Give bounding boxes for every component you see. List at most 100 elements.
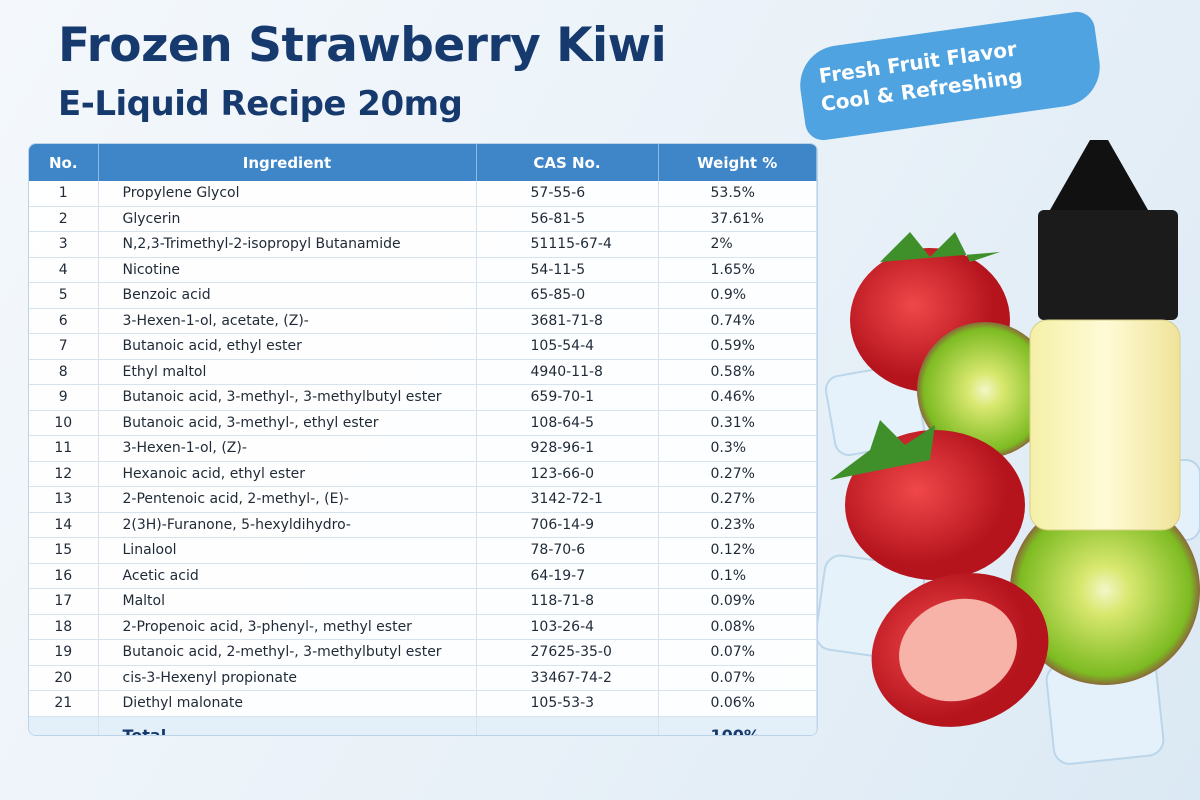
table-cell: 0.07% <box>658 665 817 691</box>
table-cell: Hexanoic acid, ethyl ester <box>98 461 477 487</box>
table-cell: Nicotine <box>98 257 477 283</box>
table-cell: Linalool <box>98 537 477 564</box>
table-cell: 15 <box>29 537 99 564</box>
table-cell: 16 <box>29 563 99 589</box>
table-cell: 108-64-5 <box>476 410 659 436</box>
table-cell: Maltol <box>98 588 477 615</box>
table-cell: Butanoic acid, ethyl ester <box>98 333 477 360</box>
table-cell: 659-70-1 <box>476 384 659 411</box>
table-cell: 103-26-4 <box>476 614 659 640</box>
table-row: 16 Acetic acid 64-19-7 0.1% <box>29 563 817 589</box>
table-cell: 0.31% <box>658 410 817 436</box>
table-row: 13 2-Pentenoic acid, 2-methyl-, (E)- 3142-… <box>29 486 817 513</box>
table-row: 10 Butanoic acid, 3-methyl-, ethyl ester 1… <box>29 410 817 436</box>
total-row: Total 100% <box>29 716 817 735</box>
table-cell: 56-81-5 <box>476 206 659 232</box>
table-cell: 2-Propenoic acid, 3-phenyl-, methyl este… <box>98 614 477 640</box>
table-cell: 3-Hexen-1-ol, acetate, (Z)- <box>98 308 477 334</box>
table-cell: Acetic acid <box>98 563 477 589</box>
table-row: 5 Benzoic acid 65-85-0 0.9% <box>29 282 817 309</box>
table-cell: 57-55-6 <box>476 181 659 207</box>
subtitle: E-Liquid Recipe 20mg <box>58 84 463 124</box>
table-cell: 0.07% <box>658 639 817 666</box>
table-cell: 1.65% <box>658 257 817 283</box>
header-row: No. Ingredient CAS No. Weight % <box>29 144 817 181</box>
table-cell: 2-Pentenoic acid, 2-methyl-, (E)- <box>98 486 477 513</box>
table-cell: 51115-67-4 <box>476 231 659 258</box>
table-cell: 21 <box>29 690 99 717</box>
table-cell: 27625-35-0 <box>476 639 659 666</box>
table-cell: 64-19-7 <box>476 563 659 589</box>
column-header: Ingredient <box>98 144 477 181</box>
table-container: No. Ingredient CAS No. Weight % 1 Propylene … <box>28 143 818 736</box>
table-row: 8 Ethyl maltol 4940-11-8 0.58% <box>29 359 817 385</box>
table-cell: 0.06% <box>658 690 817 717</box>
table-cell: 706-14-9 <box>476 512 659 538</box>
total-weight: 100% <box>658 716 817 735</box>
table-cell: 0.3% <box>658 435 817 462</box>
table-row: 11 3-Hexen-1-ol, (Z)- 928-96-1 0.3% <box>29 435 817 462</box>
table-cell: 3681-71-8 <box>476 308 659 334</box>
table-row: 2 Glycerin 56-81-5 37.61% <box>29 206 817 232</box>
column-header: Weight % <box>658 144 817 181</box>
table-cell <box>476 716 659 735</box>
table-cell: 14 <box>29 512 99 538</box>
table-cell: 4940-11-8 <box>476 359 659 385</box>
table-cell: 105-53-3 <box>476 690 659 717</box>
table-row: 20 cis-3-Hexenyl propionate 33467-74-2 0.07… <box>29 665 817 691</box>
table-cell: 37.61% <box>658 206 817 232</box>
table-cell: 10 <box>29 410 99 436</box>
strawberry <box>830 420 1049 727</box>
table-cell: N,2,3-Trimethyl-2-isopropyl Butanamide <box>98 231 477 258</box>
bottle <box>1029 140 1181 531</box>
table-cell: cis-3-Hexenyl propionate <box>98 665 477 691</box>
table-cell: 0.09% <box>658 588 817 615</box>
table-cell: Glycerin <box>98 206 477 232</box>
table-row: 12 Hexanoic acid, ethyl ester 123-66-0 0.27… <box>29 461 817 487</box>
table-cell: 2% <box>658 231 817 258</box>
column-header: No. <box>29 144 99 181</box>
table-cell: Butanoic acid, 3-methyl-, 3-methylbutyl … <box>98 384 477 411</box>
table-cell: 4 <box>29 257 99 283</box>
total-label: Total <box>98 716 477 735</box>
table-row: 17 Maltol 118-71-8 0.09% <box>29 588 817 615</box>
table-cell: 8 <box>29 359 99 385</box>
table-cell <box>29 716 99 735</box>
table-cell: 7 <box>29 333 99 360</box>
table-cell: 0.74% <box>658 308 817 334</box>
table-cell: Butanoic acid, 2-methyl-, 3-methylbutyl … <box>98 639 477 666</box>
kiwi <box>917 322 1200 685</box>
table-cell: 78-70-6 <box>476 537 659 564</box>
title: Frozen Strawberry Kiwi <box>58 18 667 73</box>
table-cell: 928-96-1 <box>476 435 659 462</box>
table-cell: 0.58% <box>658 359 817 385</box>
table-cell: 0.08% <box>658 614 817 640</box>
table-cell: 1 <box>29 181 99 207</box>
column-header: CAS No. <box>476 144 659 181</box>
table-cell: 9 <box>29 384 99 411</box>
table-cell: 3142-72-1 <box>476 486 659 513</box>
table-row: 21 Diethyl malonate 105-53-3 0.06% <box>29 690 817 717</box>
table-cell: 2(3H)-Furanone, 5-hexyldihydro- <box>98 512 477 538</box>
table-cell: 19 <box>29 639 99 666</box>
table-row: 18 2-Propenoic acid, 3-phenyl-, methyl es… <box>29 614 817 640</box>
table-cell: 118-71-8 <box>476 588 659 615</box>
table-cell: 11 <box>29 435 99 462</box>
table-cell: 0.27% <box>658 461 817 487</box>
table-cell: 33467-74-2 <box>476 665 659 691</box>
table-cell: 20 <box>29 665 99 691</box>
table-cell: 0.9% <box>658 282 817 309</box>
table-cell: 3 <box>29 231 99 258</box>
table-row: 3 N,2,3-Trimethyl-2-isopropyl Butanamide 5… <box>29 231 817 258</box>
table-row: 4 Nicotine 54-11-5 1.65% <box>29 257 817 283</box>
table-row: 6 3-Hexen-1-ol, acetate, (Z)- 3681-71-8 0.7… <box>29 308 817 334</box>
table-cell: 5 <box>29 282 99 309</box>
table-cell: Diethyl malonate <box>98 690 477 717</box>
recipe-table: No. Ingredient CAS No. Weight % 1 Propylene … <box>29 144 817 735</box>
table-cell: 105-54-4 <box>476 333 659 360</box>
table-cell: 0.59% <box>658 333 817 360</box>
table-row: 19 Butanoic acid, 2-methyl-, 3-methylbuty… <box>29 639 817 666</box>
table-cell: 0.23% <box>658 512 817 538</box>
